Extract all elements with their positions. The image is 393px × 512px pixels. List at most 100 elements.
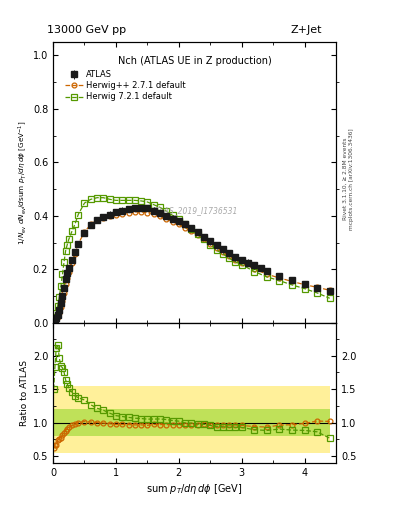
Herwig 7.2.1 default — [59, 283, 63, 289]
Herwig 7.2.1 default — [220, 251, 225, 257]
Herwig 7.2.1 default — [101, 195, 106, 201]
Text: 13000 GeV pp: 13000 GeV pp — [47, 25, 126, 35]
Herwig 7.2.1 default — [55, 303, 60, 309]
Herwig 7.2.1 default — [107, 196, 112, 202]
Herwig++ 2.7.1 default — [65, 275, 70, 281]
Herwig++ 2.7.1 default — [170, 219, 175, 225]
Herwig++ 2.7.1 default — [189, 228, 194, 234]
Herwig 7.2.1 default — [66, 237, 71, 243]
Herwig++ 2.7.1 default — [239, 260, 244, 266]
Herwig 7.2.1 default — [202, 237, 206, 243]
Herwig 7.2.1 default — [65, 242, 70, 248]
Herwig 7.2.1 default — [164, 208, 169, 214]
Herwig++ 2.7.1 default — [327, 287, 332, 293]
Herwig 7.2.1 default — [132, 197, 137, 203]
Herwig++ 2.7.1 default — [55, 314, 60, 320]
Herwig++ 2.7.1 default — [107, 214, 112, 220]
Herwig 7.2.1 default — [82, 200, 87, 206]
Herwig++ 2.7.1 default — [59, 304, 63, 310]
Herwig 7.2.1 default — [95, 195, 99, 201]
Y-axis label: Ratio to ATLAS: Ratio to ATLAS — [20, 360, 29, 426]
Herwig++ 2.7.1 default — [57, 310, 62, 316]
Herwig++ 2.7.1 default — [264, 271, 269, 278]
Herwig 7.2.1 default — [62, 259, 66, 265]
Herwig++ 2.7.1 default — [158, 214, 162, 220]
Herwig++ 2.7.1 default — [302, 282, 307, 288]
Herwig 7.2.1 default — [327, 295, 332, 302]
Herwig 7.2.1 default — [139, 198, 143, 204]
Herwig 7.2.1 default — [54, 310, 59, 316]
Herwig++ 2.7.1 default — [233, 257, 238, 263]
Herwig 7.2.1 default — [120, 197, 125, 203]
Herwig 7.2.1 default — [176, 216, 181, 222]
Herwig 7.2.1 default — [57, 293, 62, 300]
Herwig++ 2.7.1 default — [76, 241, 81, 247]
X-axis label: sum $p_T/d\eta\,d\phi$ [GeV]: sum $p_T/d\eta\,d\phi$ [GeV] — [146, 482, 243, 497]
Herwig++ 2.7.1 default — [95, 217, 99, 223]
Y-axis label: $1/N_{\rm ev}\ dN_{\rm ev}/d{\rm sum}\ p_T/d\eta\,d\phi\ [{\rm GeV}^{-1}]$: $1/N_{\rm ev}\ dN_{\rm ev}/d{\rm sum}\ p… — [16, 120, 29, 245]
Herwig++ 2.7.1 default — [195, 232, 200, 238]
Herwig++ 2.7.1 default — [277, 275, 282, 281]
Herwig 7.2.1 default — [114, 197, 118, 203]
Line: Herwig++ 2.7.1 default: Herwig++ 2.7.1 default — [51, 209, 332, 324]
Herwig 7.2.1 default — [70, 228, 74, 234]
Herwig 7.2.1 default — [60, 271, 65, 278]
Herwig++ 2.7.1 default — [227, 253, 231, 259]
Herwig++ 2.7.1 default — [252, 266, 257, 272]
Herwig 7.2.1 default — [208, 242, 213, 248]
Herwig 7.2.1 default — [195, 231, 200, 237]
Herwig++ 2.7.1 default — [214, 245, 219, 251]
Herwig++ 2.7.1 default — [315, 284, 320, 290]
Herwig++ 2.7.1 default — [145, 209, 150, 216]
Herwig++ 2.7.1 default — [73, 251, 77, 257]
Herwig++ 2.7.1 default — [220, 249, 225, 255]
Herwig 7.2.1 default — [252, 268, 257, 274]
Text: Rivet 3.1.10, ≥ 2.8M events: Rivet 3.1.10, ≥ 2.8M events — [343, 138, 347, 221]
Text: Nch (ATLAS UE in Z production): Nch (ATLAS UE in Z production) — [118, 56, 272, 66]
Herwig 7.2.1 default — [239, 262, 244, 268]
Herwig 7.2.1 default — [53, 314, 57, 320]
Herwig 7.2.1 default — [264, 274, 269, 280]
Herwig++ 2.7.1 default — [114, 212, 118, 218]
Herwig 7.2.1 default — [51, 316, 56, 323]
Text: ATLAS_2019_I1736531: ATLAS_2019_I1736531 — [151, 206, 238, 215]
Herwig++ 2.7.1 default — [82, 229, 87, 235]
Herwig 7.2.1 default — [88, 196, 93, 202]
Herwig++ 2.7.1 default — [101, 215, 106, 221]
Line: Herwig 7.2.1 default: Herwig 7.2.1 default — [51, 195, 332, 323]
Herwig++ 2.7.1 default — [139, 209, 143, 215]
Herwig 7.2.1 default — [290, 282, 294, 288]
Text: mcplots.cern.ch [arXiv:1306.3436]: mcplots.cern.ch [arXiv:1306.3436] — [349, 129, 354, 230]
Herwig 7.2.1 default — [302, 286, 307, 292]
Herwig++ 2.7.1 default — [120, 210, 125, 217]
Herwig 7.2.1 default — [151, 202, 156, 208]
Herwig++ 2.7.1 default — [126, 209, 131, 216]
Herwig 7.2.1 default — [227, 255, 231, 261]
Legend: ATLAS, Herwig++ 2.7.1 default, Herwig 7.2.1 default: ATLAS, Herwig++ 2.7.1 default, Herwig 7.… — [63, 69, 187, 103]
Herwig 7.2.1 default — [73, 221, 77, 227]
Herwig 7.2.1 default — [158, 204, 162, 210]
Herwig++ 2.7.1 default — [208, 241, 213, 247]
Herwig++ 2.7.1 default — [183, 225, 187, 231]
Herwig++ 2.7.1 default — [54, 316, 59, 323]
Herwig++ 2.7.1 default — [151, 210, 156, 217]
Herwig 7.2.1 default — [183, 221, 187, 227]
Herwig++ 2.7.1 default — [70, 260, 74, 266]
Herwig 7.2.1 default — [214, 247, 219, 253]
Herwig++ 2.7.1 default — [202, 237, 206, 243]
Herwig++ 2.7.1 default — [53, 317, 57, 324]
Herwig 7.2.1 default — [145, 199, 150, 205]
Herwig 7.2.1 default — [126, 197, 131, 203]
Herwig++ 2.7.1 default — [290, 279, 294, 285]
Herwig++ 2.7.1 default — [63, 281, 68, 287]
Text: Z+Jet: Z+Jet — [291, 25, 322, 35]
Herwig 7.2.1 default — [170, 212, 175, 219]
Herwig 7.2.1 default — [315, 290, 320, 296]
Herwig++ 2.7.1 default — [132, 209, 137, 215]
Herwig++ 2.7.1 default — [176, 221, 181, 227]
Herwig 7.2.1 default — [63, 248, 68, 254]
Herwig++ 2.7.1 default — [62, 290, 66, 296]
Herwig++ 2.7.1 default — [60, 298, 65, 304]
Herwig++ 2.7.1 default — [88, 221, 93, 227]
Herwig 7.2.1 default — [233, 259, 238, 265]
